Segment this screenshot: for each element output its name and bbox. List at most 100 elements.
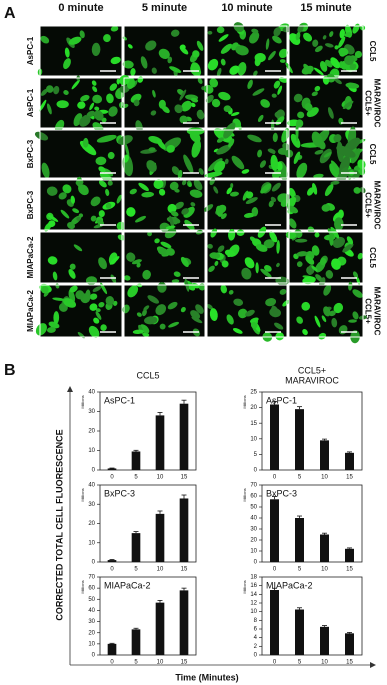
cell (331, 317, 338, 328)
row-treatment: CCL5 (368, 41, 377, 62)
cell (89, 303, 98, 311)
x-tick-label: 5 (298, 567, 302, 573)
cell (304, 103, 313, 112)
cell (98, 180, 107, 188)
cell (80, 94, 90, 102)
cell (75, 290, 85, 300)
cell (180, 256, 189, 267)
cell (89, 293, 98, 300)
cell (313, 173, 324, 179)
chart-title: BxPC-3 (266, 488, 297, 498)
y-tick-label: 50 (250, 505, 257, 511)
cell (245, 191, 254, 199)
bar (320, 440, 329, 470)
y-tick-label: 6 (254, 627, 258, 633)
x-tick-label: 0 (110, 660, 114, 666)
cell (168, 321, 180, 328)
cell (211, 98, 221, 108)
cell (287, 205, 299, 214)
cell (312, 39, 319, 47)
x-tick-label: 10 (321, 567, 328, 573)
micrograph (203, 177, 291, 231)
cell (237, 308, 248, 319)
frame (288, 129, 364, 179)
cell (250, 321, 258, 329)
cell (330, 226, 340, 239)
column-title: CCL5+ (298, 365, 326, 375)
y-tick-label: 40 (88, 608, 95, 614)
cell (342, 100, 354, 109)
cell (314, 232, 320, 238)
cell (127, 285, 139, 298)
chart-title: AsPC-1 (104, 395, 135, 405)
plot-frame (99, 576, 197, 656)
y-tick-label: 10 (88, 540, 95, 546)
cell (273, 27, 281, 37)
cell (214, 260, 219, 266)
frame (288, 284, 364, 338)
cell (348, 319, 357, 323)
cell (52, 271, 58, 281)
cell (271, 305, 279, 315)
cell (272, 132, 278, 143)
cell (233, 22, 244, 33)
cell (34, 131, 49, 141)
cell (224, 249, 236, 257)
micrograph-bg (207, 78, 287, 128)
micrograph (123, 179, 206, 233)
cell (276, 262, 280, 268)
chart-title: BxPC-3 (104, 488, 135, 498)
cell (100, 324, 107, 331)
cell (229, 191, 239, 197)
cell (295, 32, 301, 41)
cell (152, 89, 156, 98)
cell (165, 225, 176, 230)
y-tick-label: 70 (250, 483, 257, 489)
cell (220, 43, 233, 54)
cell (56, 100, 69, 109)
cell (221, 260, 229, 268)
y-tick-label: 20 (250, 405, 257, 411)
cell (39, 99, 47, 112)
cell (323, 284, 332, 296)
cell (268, 200, 274, 208)
cell (48, 220, 56, 228)
cell (35, 323, 47, 336)
cell (95, 308, 101, 313)
cell (296, 251, 308, 257)
cell (295, 121, 299, 142)
x-tick-label: 15 (346, 567, 353, 573)
cell (98, 210, 105, 218)
cell (327, 107, 334, 119)
row-treatment: MARAVIROC (372, 181, 381, 230)
cell (46, 186, 58, 196)
bar (179, 498, 189, 562)
cell (75, 179, 84, 186)
cell (314, 45, 323, 53)
cell (196, 110, 205, 120)
cell (232, 328, 243, 334)
y-tick-label: 0 (92, 560, 96, 566)
bar (107, 560, 117, 562)
frame (123, 179, 206, 231)
y-tick-label: 4 (254, 635, 258, 641)
micrograph (37, 25, 123, 77)
cell (230, 112, 240, 116)
micrograph (287, 73, 364, 129)
cell (136, 312, 142, 317)
column-header: 5 minute (142, 2, 187, 14)
x-tick-label: 10 (157, 660, 164, 666)
cell (191, 316, 203, 324)
cell (143, 305, 150, 311)
cell (98, 257, 107, 270)
cell (166, 247, 175, 256)
bar (155, 415, 165, 470)
cell (282, 299, 290, 307)
frame (288, 231, 364, 284)
cell (88, 325, 100, 338)
cell (329, 232, 334, 246)
bar (320, 626, 329, 655)
cell (91, 42, 101, 57)
cell (173, 271, 181, 277)
cell (132, 329, 144, 334)
